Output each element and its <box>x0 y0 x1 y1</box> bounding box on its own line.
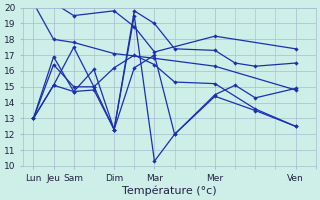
X-axis label: Température (°c): Température (°c) <box>122 185 217 196</box>
